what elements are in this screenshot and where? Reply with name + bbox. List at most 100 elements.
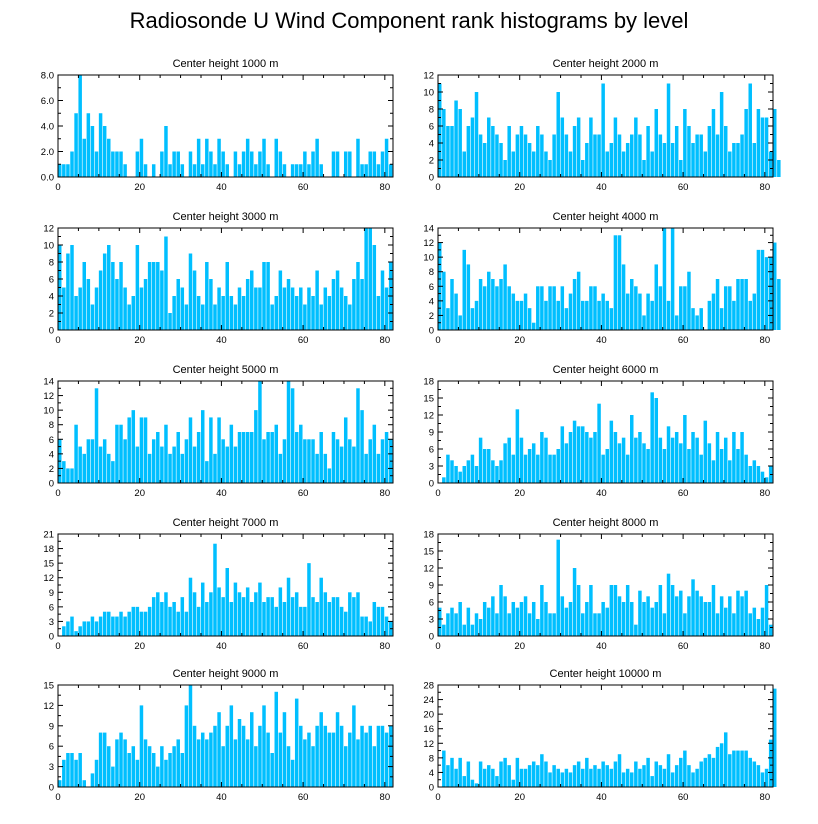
y-tick-label: 6 [429,598,434,609]
histogram-bar [544,602,548,636]
histogram-bar [634,286,638,330]
histogram-bar [491,768,495,787]
histogram-bar [78,287,82,330]
histogram-bar [666,83,671,177]
histogram-bar [478,279,483,330]
histogram-bar [156,432,160,483]
x-tick-label: 40 [216,641,227,652]
y-tick-label: 0 [429,479,434,490]
histogram-bar [250,432,254,483]
histogram-bar [670,143,675,177]
histogram-bar [143,417,148,483]
histogram-bar [723,286,728,330]
y-tick-label: 3 [429,462,434,473]
histogram-bar [356,388,360,483]
histogram-bar [335,270,340,330]
histogram-bar [311,151,315,177]
histogram-bar [556,449,560,483]
histogram-bar [294,164,299,177]
histogram-bar [617,235,622,330]
y-tick-label: 4 [429,139,434,150]
histogram-bar [286,746,291,787]
histogram-bar [527,143,532,177]
histogram-bar [139,287,144,330]
histogram-bar [188,417,193,483]
histogram-bar [744,454,748,483]
histogram-bar [209,592,213,636]
histogram-bar [237,164,242,177]
histogram-bar [307,732,311,787]
histogram-bar [597,403,601,483]
histogram-bar [241,151,246,177]
histogram-bar [98,732,103,787]
histogram-bar [711,585,716,636]
histogram-bar [180,287,185,330]
y-tick-label: 28 [423,681,434,692]
histogram-bar [74,113,78,177]
histogram-bar [323,287,328,330]
histogram-bar [307,287,311,330]
histogram-bar [343,746,348,787]
histogram-bar [74,424,78,483]
histogram-bar [94,759,99,787]
histogram-bar [658,286,663,330]
histogram-bar [638,768,642,787]
histogram-bar [200,732,205,787]
histogram-bar [388,164,393,177]
histogram-bar [192,270,197,330]
bars-group [438,539,773,636]
histogram-bar [266,262,270,330]
histogram-bar [107,245,111,330]
histogram-bar [544,761,548,787]
histogram-panel: 0 20 40 60 80 0 3 6 9 12 15 18 Center height 8000 m [393,504,798,656]
histogram-bar [270,753,274,787]
histogram-bar [209,279,213,330]
histogram-bar [474,300,479,330]
histogram-bar [229,296,234,330]
histogram-bar [274,424,279,483]
histogram-bar [732,432,736,483]
histogram-bar [556,539,560,636]
histogram-bar [568,432,573,483]
histogram-bar [764,768,769,787]
histogram-bar [507,126,511,177]
y-tick-label: 2 [429,311,434,322]
histogram-bar [556,92,560,177]
histogram-bar [654,602,659,636]
histogram-panel: 0 20 40 60 80 0 3 6 9 12 15 Center height 9000 m [13,655,418,807]
histogram-bar [82,262,86,330]
y-tick-label: 3 [49,617,54,628]
histogram-bar [168,453,172,483]
histogram-bar [446,308,450,330]
histogram-bar [278,151,283,177]
histogram-svg: 0 20 40 60 80 0 2 4 6 8 10 12 14 [43,377,394,499]
histogram-bar [670,772,675,787]
histogram-bar [536,765,540,787]
histogram-bar [348,439,352,483]
histogram-bar [327,296,332,330]
histogram-bar [687,126,691,177]
panel-title: Center height 5000 m [172,364,279,376]
histogram-bar [196,296,201,330]
histogram-bar [695,437,699,483]
histogram-bar [74,759,78,787]
histogram-bar [74,631,78,636]
histogram-bar [217,287,221,330]
histogram-bar [499,279,503,330]
histogram-bar [642,443,646,483]
histogram-bar [258,381,262,483]
y-tick-label: 4.0 [41,122,54,133]
histogram-bar [115,279,119,330]
histogram-bar [66,468,70,483]
histogram-bar [172,151,176,177]
histogram-bar [360,279,364,330]
histogram-bar [458,315,462,330]
histogram-bar [184,304,189,330]
histogram-bar [172,602,176,636]
y-tick-label: 4 [429,768,434,779]
histogram-bar [670,585,675,636]
histogram-bar [176,151,180,177]
x-tick-label: 20 [514,182,525,193]
histogram-bar [593,134,597,177]
y-tick-label: 12 [423,71,434,82]
